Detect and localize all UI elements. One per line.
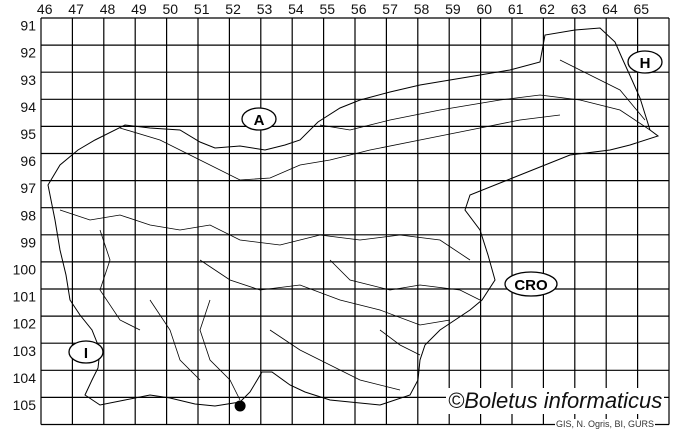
column-label: 48	[100, 1, 116, 17]
svg-text:CRO: CRO	[514, 277, 548, 294]
column-label: 46	[37, 1, 53, 17]
column-label: 59	[445, 1, 461, 17]
row-label: 96	[20, 153, 36, 169]
column-label: 49	[131, 1, 147, 17]
row-label: 93	[20, 72, 36, 88]
column-label: 60	[477, 1, 493, 17]
country-border	[47, 27, 660, 407]
column-label: 62	[539, 1, 555, 17]
records	[234, 400, 246, 412]
row-label: 94	[20, 99, 36, 115]
column-label: 54	[288, 1, 304, 17]
svg-text:A: A	[254, 112, 265, 129]
column-label: 64	[602, 1, 618, 17]
credit-text: ©Boletus informaticus	[446, 388, 665, 414]
row-label: 101	[13, 289, 37, 305]
column-label: 47	[68, 1, 84, 17]
svg-text:H: H	[640, 55, 651, 72]
column-label: 52	[225, 1, 241, 17]
column-label: 58	[414, 1, 430, 17]
column-label: 50	[163, 1, 179, 17]
rivers	[59, 59, 651, 401]
row-label: 105	[13, 397, 37, 413]
record-dot	[234, 400, 246, 412]
column-label: 63	[571, 1, 587, 17]
column-label: 57	[382, 1, 398, 17]
column-label: 55	[320, 1, 336, 17]
label-italy: I	[68, 340, 104, 364]
row-label: 104	[13, 370, 37, 386]
row-label: 95	[20, 126, 36, 142]
column-label: 51	[194, 1, 210, 17]
row-label: 98	[20, 207, 36, 223]
row-label: 97	[20, 180, 36, 196]
row-label: 99	[20, 234, 36, 250]
row-label: 100	[13, 261, 37, 277]
label-croatia: CRO	[504, 271, 558, 297]
row-label: 102	[13, 316, 37, 332]
label-austria: A	[241, 107, 277, 131]
svg-text:I: I	[84, 345, 88, 362]
grid	[40, 17, 670, 426]
label-hungary: H	[627, 50, 663, 74]
source-text: GIS, N. Ogris, BI, GURS	[555, 419, 656, 429]
column-labels: 46 47 48 49 50 51 52 53 54 55 56 57 58 59 60 61 62 63 64 65	[37, 1, 649, 17]
row-label: 103	[13, 343, 37, 359]
row-labels: 91 92 93 94 95 96 97 98 99 100 101 102 103 104 105	[13, 18, 37, 413]
column-label: 61	[508, 1, 524, 17]
column-label: 65	[634, 1, 650, 17]
column-label: 53	[257, 1, 273, 17]
row-label: 92	[20, 45, 36, 61]
column-label: 56	[351, 1, 367, 17]
row-label: 91	[20, 18, 36, 34]
